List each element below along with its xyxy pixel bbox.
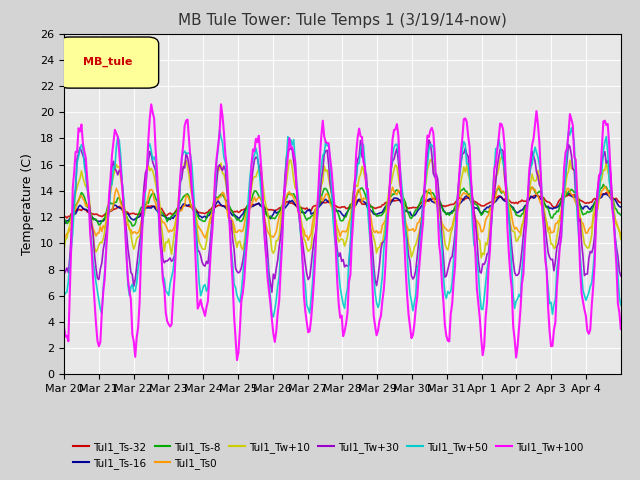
- Text: MB_tule: MB_tule: [83, 57, 132, 67]
- Title: MB Tule Tower: Tule Temps 1 (3/19/14-now): MB Tule Tower: Tule Temps 1 (3/19/14-now…: [178, 13, 507, 28]
- Y-axis label: Temperature (C): Temperature (C): [22, 153, 35, 255]
- FancyBboxPatch shape: [58, 37, 159, 88]
- Legend: Tul1_Ts-32, Tul1_Ts-16, Tul1_Ts-8, Tul1_Ts0, Tul1_Tw+10, Tul1_Tw+30, Tul1_Tw+50,: Tul1_Ts-32, Tul1_Ts-16, Tul1_Ts-8, Tul1_…: [69, 438, 588, 473]
